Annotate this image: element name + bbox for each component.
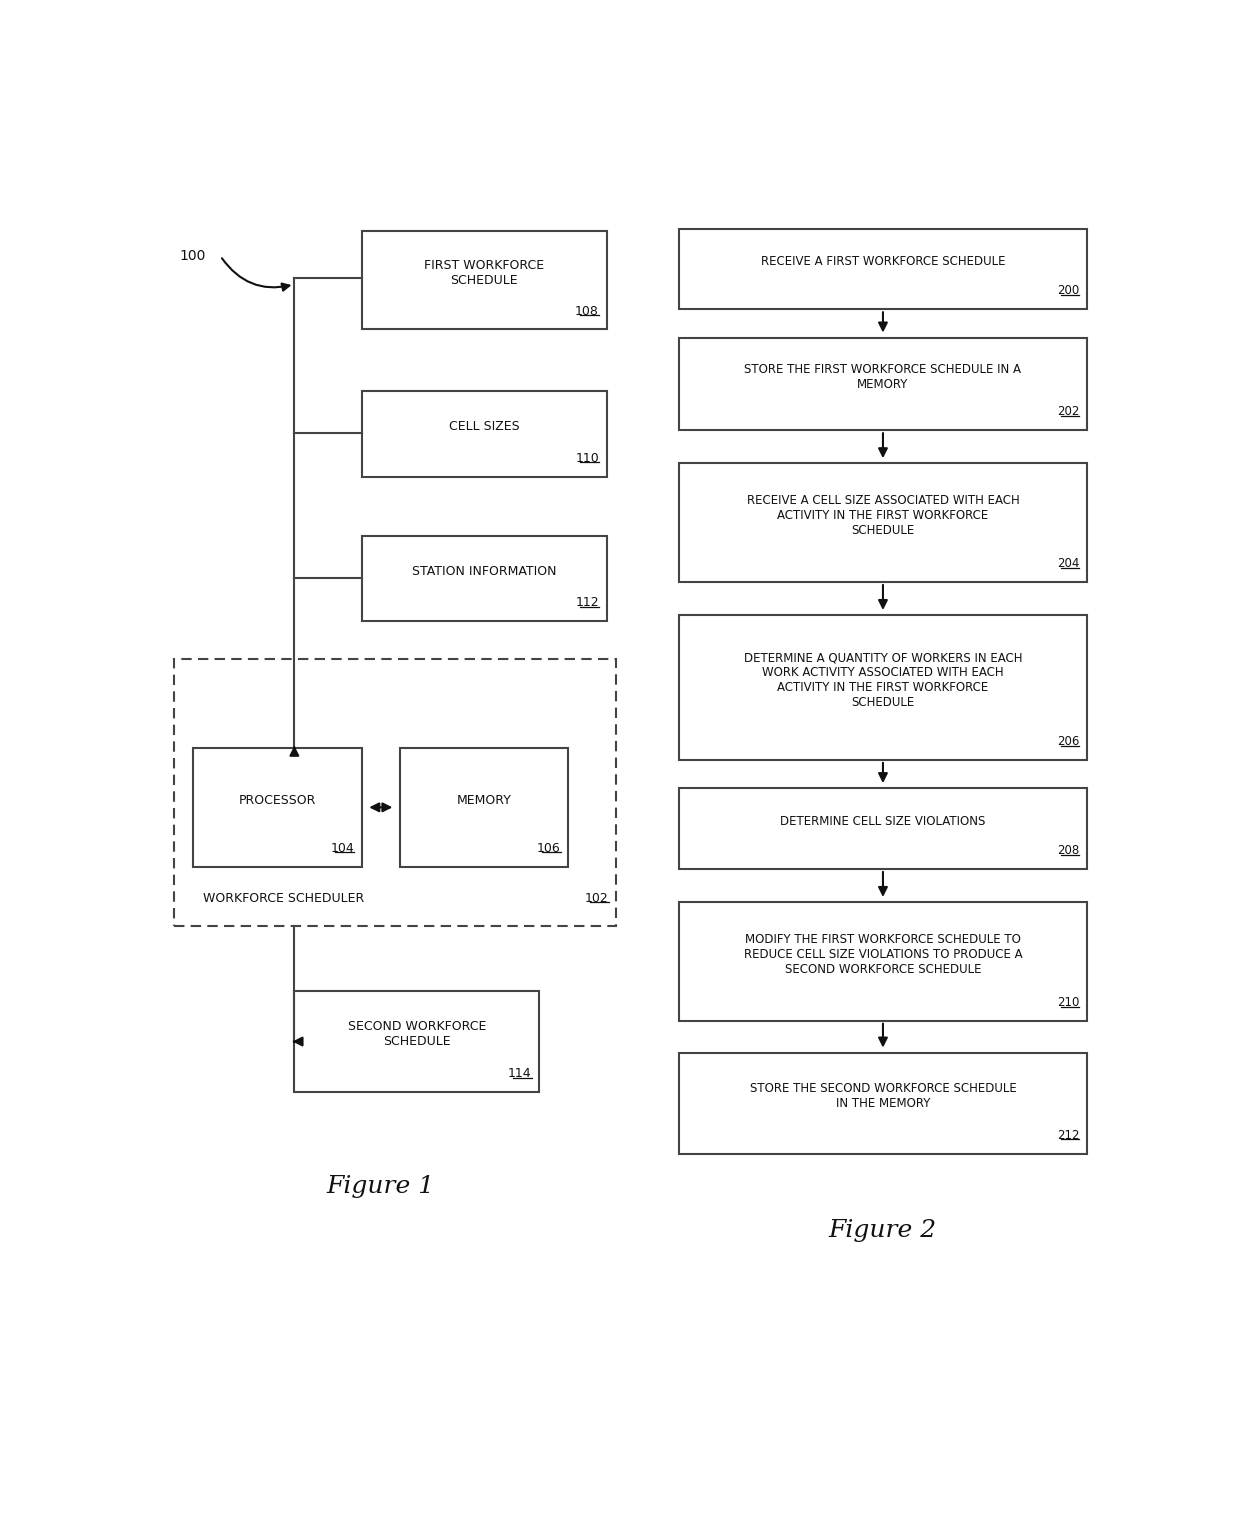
Text: CELL SIZES: CELL SIZES: [449, 420, 520, 433]
Text: 200: 200: [1058, 285, 1080, 297]
Text: 108: 108: [575, 305, 599, 317]
Text: 114: 114: [508, 1067, 532, 1080]
FancyBboxPatch shape: [401, 748, 568, 867]
Text: RECEIVE A CELL SIZE ASSOCIATED WITH EACH
ACTIVITY IN THE FIRST WORKFORCE
SCHEDUL: RECEIVE A CELL SIZE ASSOCIATED WITH EACH…: [746, 494, 1019, 537]
Text: SECOND WORKFORCE
SCHEDULE: SECOND WORKFORCE SCHEDULE: [347, 1021, 486, 1049]
Text: 102: 102: [585, 892, 609, 904]
Text: WORKFORCE SCHEDULER: WORKFORCE SCHEDULER: [203, 892, 365, 904]
FancyBboxPatch shape: [362, 536, 606, 621]
Text: 104: 104: [330, 842, 353, 855]
Text: 110: 110: [575, 451, 599, 465]
Text: 204: 204: [1058, 557, 1080, 570]
FancyBboxPatch shape: [678, 902, 1087, 1021]
FancyBboxPatch shape: [193, 748, 362, 867]
FancyBboxPatch shape: [294, 992, 539, 1092]
FancyBboxPatch shape: [362, 231, 606, 330]
FancyBboxPatch shape: [174, 659, 616, 926]
Text: DETERMINE A QUANTITY OF WORKERS IN EACH
WORK ACTIVITY ASSOCIATED WITH EACH
ACTIV: DETERMINE A QUANTITY OF WORKERS IN EACH …: [744, 651, 1022, 710]
Text: 212: 212: [1056, 1129, 1080, 1141]
Text: Figure 2: Figure 2: [828, 1220, 936, 1243]
Text: MEMORY: MEMORY: [456, 793, 512, 807]
Text: 206: 206: [1058, 735, 1080, 748]
Text: 112: 112: [575, 596, 599, 610]
Text: FIRST WORKFORCE
SCHEDULE: FIRST WORKFORCE SCHEDULE: [424, 259, 544, 286]
FancyBboxPatch shape: [678, 464, 1087, 582]
Text: 208: 208: [1058, 844, 1080, 858]
Text: DETERMINE CELL SIZE VIOLATIONS: DETERMINE CELL SIZE VIOLATIONS: [780, 815, 986, 829]
Text: 106: 106: [537, 842, 560, 855]
FancyBboxPatch shape: [678, 228, 1087, 310]
FancyBboxPatch shape: [678, 1053, 1087, 1153]
Text: STORE THE SECOND WORKFORCE SCHEDULE
IN THE MEMORY: STORE THE SECOND WORKFORCE SCHEDULE IN T…: [750, 1083, 1017, 1110]
FancyBboxPatch shape: [362, 391, 606, 476]
Text: 210: 210: [1058, 996, 1080, 1009]
Text: MODIFY THE FIRST WORKFORCE SCHEDULE TO
REDUCE CELL SIZE VIOLATIONS TO PRODUCE A
: MODIFY THE FIRST WORKFORCE SCHEDULE TO R…: [744, 933, 1022, 976]
Text: RECEIVE A FIRST WORKFORCE SCHEDULE: RECEIVE A FIRST WORKFORCE SCHEDULE: [760, 256, 1006, 268]
FancyBboxPatch shape: [678, 788, 1087, 869]
Text: 202: 202: [1058, 405, 1080, 419]
Text: STATION INFORMATION: STATION INFORMATION: [412, 565, 557, 578]
FancyBboxPatch shape: [678, 616, 1087, 759]
Text: Figure 1: Figure 1: [327, 1175, 435, 1198]
FancyBboxPatch shape: [678, 337, 1087, 430]
Text: PROCESSOR: PROCESSOR: [239, 793, 316, 807]
Text: STORE THE FIRST WORKFORCE SCHEDULE IN A
MEMORY: STORE THE FIRST WORKFORCE SCHEDULE IN A …: [744, 363, 1022, 391]
Text: 100: 100: [179, 249, 206, 263]
